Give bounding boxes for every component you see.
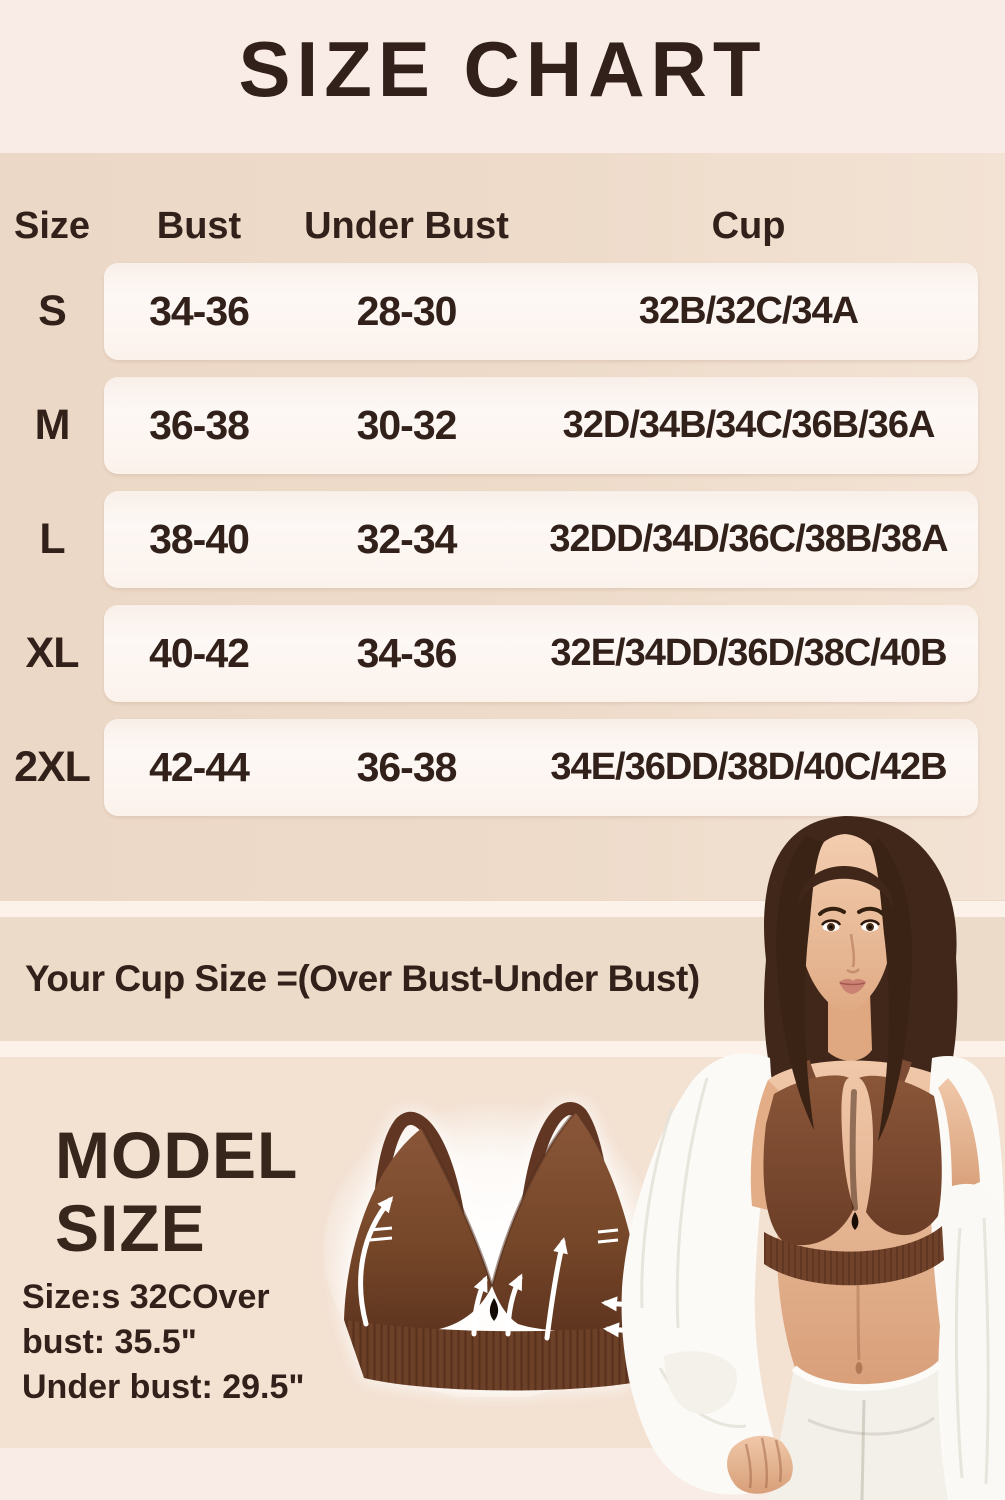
table-row: M 36-38 30-32 32D/34B/34C/36B/36A: [0, 377, 1005, 474]
row-card: 40-42 34-36 32E/34DD/36D/38C/40B: [104, 605, 978, 702]
size-table-section: Size Bust Under Bust Cup S 34-36 28-30 3…: [0, 153, 1005, 900]
up-arrow-icon: [544, 1237, 568, 1341]
divider-strip: [0, 1041, 1005, 1057]
size-label: L: [39, 515, 65, 563]
bust-value: 42-44: [149, 744, 250, 790]
bust-value: 34-36: [149, 288, 250, 334]
bra-on-model: [763, 1057, 944, 1286]
white-shirt-right: [928, 1055, 1005, 1500]
header-cup: Cup: [711, 205, 786, 247]
under-bust-value: 28-30: [356, 288, 458, 334]
lips: [839, 978, 866, 994]
keyhole-cutout: [489, 1298, 499, 1321]
bust-value: 36-38: [149, 402, 250, 448]
cup-value: 32B/32C/34A: [638, 290, 859, 332]
under-bust-value: 30-32: [356, 402, 458, 448]
table-body: S 34-36 28-30 32B/32C/34A M 36-38 30-32 …: [0, 263, 1005, 833]
model-photo: [621, 816, 1005, 1500]
white-shirt-left: [621, 1053, 779, 1495]
model-size-heading: MODEL SIZE: [55, 1119, 298, 1265]
size-label: 2XL: [14, 743, 91, 791]
row-card: 42-44 36-38 34E/36DD/38D/40C/42B: [104, 719, 978, 816]
model-size-line: bust: 35.5": [22, 1323, 197, 1361]
cup-value: 32E/34DD/36D/38C/40B: [550, 632, 947, 674]
hand: [727, 1435, 793, 1494]
model-size-heading-line1: MODEL: [55, 1118, 299, 1192]
title-band: SIZE CHART: [0, 0, 1005, 153]
divider-strip: [0, 901, 1005, 917]
header-bust: Bust: [156, 205, 242, 247]
nose: [846, 933, 860, 974]
header-size: Size: [13, 205, 91, 247]
bra-cups: [344, 1111, 645, 1332]
size-label: XL: [25, 629, 80, 677]
row-card: 36-38 30-32 32D/34B/34C/36B/36A: [104, 377, 978, 474]
page-title: SIZE CHART: [238, 25, 767, 113]
bust-value: 40-42: [149, 630, 250, 676]
under-bust-value: 32-34: [356, 516, 458, 562]
white-leggings: [768, 1359, 966, 1500]
bra-band: [344, 1320, 645, 1391]
cup-formula-text: Your Cup Size =(Over Bust-Under Bust): [25, 958, 700, 999]
model-size-line: Size:s 32COver: [22, 1278, 270, 1316]
arm-left-of-viewer-right: [938, 1078, 980, 1194]
model-size-heading-line2: SIZE: [55, 1191, 206, 1265]
up-arrow-icon: [505, 1273, 523, 1337]
row-card: 34-36 28-30 32B/32C/34A: [104, 263, 978, 360]
size-label: S: [38, 287, 67, 335]
hair-front: [776, 836, 913, 1142]
header-under-bust: Under Bust: [304, 205, 509, 247]
table-row: L 38-40 32-34 32DD/34D/36C/38B/38A: [0, 491, 1005, 588]
cup-value: 32D/34B/34C/36B/36A: [562, 404, 936, 446]
cup-value: 34E/36DD/38D/40C/42B: [550, 746, 947, 788]
model-size-details: Size:s 32COver bust: 35.5" Under bust: 29.…: [22, 1275, 305, 1410]
up-arrow-icon: [471, 1275, 488, 1337]
under-bust-value: 34-36: [356, 630, 458, 676]
eyebrows: [818, 906, 885, 916]
under-bust-value: 36-38: [356, 744, 458, 790]
size-label: M: [34, 401, 71, 449]
eyes: [820, 919, 881, 932]
model-size-line: Under bust: 29.5": [22, 1368, 305, 1406]
table-header-row: Size Bust Under Bust Cup: [0, 205, 978, 248]
bra-product-image: [324, 1100, 660, 1397]
table-row: S 34-36 28-30 32B/32C/34A: [0, 263, 1005, 360]
up-arrow-icon: [358, 1196, 394, 1327]
table-row: 2XL 42-44 36-38 34E/36DD/38D/40C/42B: [0, 719, 1005, 816]
cup-value: 32DD/34D/36C/38B/38A: [549, 518, 948, 560]
bust-value: 38-40: [149, 516, 250, 562]
table-row: XL 40-42 34-36 32E/34DD/36D/38C/40B: [0, 605, 1005, 702]
row-card: 38-40 32-34 32DD/34D/36C/38B/38A: [104, 491, 978, 588]
